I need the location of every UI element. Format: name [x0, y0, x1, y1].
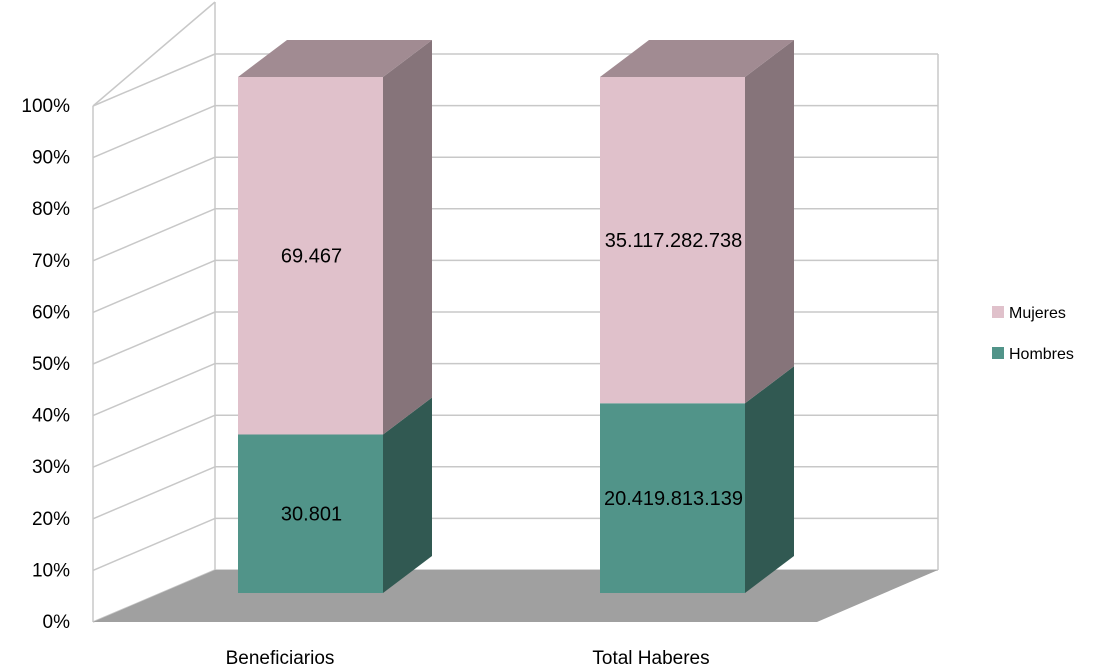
bars: 30.801 69.467 20.419.813.139 35.117.282.738: [238, 40, 794, 593]
gridline-side: [92, 414, 216, 468]
floor: [93, 570, 938, 622]
y-tick-label: 70%: [32, 251, 70, 272]
y-axis-ticks: 0% 10% 20% 30% 40% 50% 60% 70% 80% 90% 100%: [21, 96, 70, 633]
side-wall-top-edge: [92, 1, 216, 107]
x-axis-categories: Beneficiarios Total Haberes: [226, 648, 710, 668]
bar-segment-hombres: [238, 397, 432, 593]
legend-label-mujeres: Mujeres: [1009, 305, 1066, 322]
y-tick-label: 80%: [32, 199, 70, 220]
legend-swatch-mujeres: [992, 306, 1004, 318]
bar-segment-mujeres: [600, 40, 794, 404]
gridline-side: [92, 517, 216, 572]
bar-top-face: [600, 40, 794, 77]
bar-front-face: [600, 403, 745, 593]
gridline-side: [92, 466, 216, 520]
y-tick-label: 90%: [32, 148, 70, 169]
gridline-side: [92, 362, 216, 417]
y-tick-label: 30%: [32, 457, 70, 478]
gridline-side: [92, 53, 216, 107]
y-tick-label: 0%: [43, 612, 71, 633]
y-tick-label: 20%: [32, 509, 70, 530]
bar-front-face: [238, 434, 383, 593]
bar-front-face: [238, 77, 383, 435]
data-label-mujeres: 35.117.282.738: [605, 230, 743, 252]
legend: Mujeres Hombres: [992, 305, 1074, 363]
bar-side-face: [383, 397, 432, 593]
gridline-side: [92, 208, 216, 262]
y-tick-label: 50%: [32, 354, 70, 375]
x-category-label: Beneficiarios: [226, 648, 335, 668]
gridline-side: [92, 259, 216, 314]
bar-segment-hombres: [600, 366, 794, 593]
legend-label-hombres: Hombres: [1009, 346, 1074, 363]
gridline-side: [92, 104, 216, 159]
data-label-hombres: 30.801: [281, 504, 342, 526]
y-tick-label: 60%: [32, 302, 70, 323]
legend-swatch-hombres: [992, 347, 1004, 359]
chart-walls: [92, 1, 939, 623]
bar-side-face: [745, 366, 794, 593]
data-label-hombres: 20.419.813.139: [604, 488, 743, 510]
bar-top-face: [238, 40, 432, 77]
bar-side-face: [383, 40, 432, 435]
gridline-side: [92, 311, 216, 365]
chart-floor: [93, 570, 938, 622]
bar-front-face: [600, 77, 745, 404]
bar-side-face: [745, 40, 794, 404]
y-tick-label: 100%: [21, 96, 70, 117]
bar-segment-mujeres: [238, 40, 432, 435]
x-category-label: Total Haberes: [592, 648, 709, 668]
y-tick-label: 10%: [32, 560, 70, 581]
gridline-side: [92, 156, 216, 210]
data-label-mujeres: 69.467: [281, 246, 342, 268]
y-tick-label: 40%: [32, 406, 70, 427]
